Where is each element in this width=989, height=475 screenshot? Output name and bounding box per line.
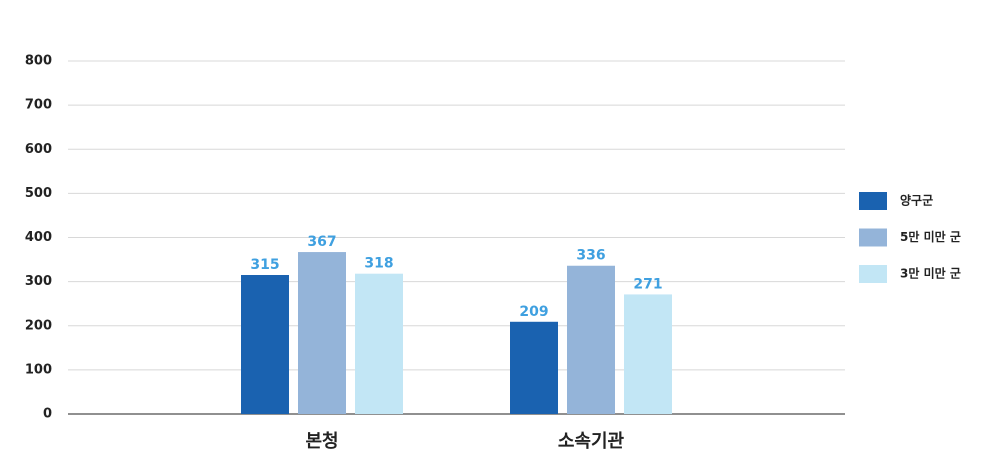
y-tick-label: 200 bbox=[25, 318, 52, 333]
legend-swatch bbox=[859, 228, 887, 247]
x-tick-label: 본청 bbox=[305, 431, 338, 452]
y-tick-label: 600 bbox=[25, 142, 52, 157]
bar bbox=[567, 265, 615, 414]
bar bbox=[624, 294, 672, 414]
bar bbox=[241, 275, 289, 414]
y-tick-label: 100 bbox=[25, 362, 52, 377]
value-label: 315 bbox=[250, 257, 279, 273]
y-tick-label: 800 bbox=[25, 54, 52, 69]
y-tick-label: 300 bbox=[25, 274, 52, 289]
value-label: 336 bbox=[576, 248, 605, 264]
value-label: 209 bbox=[519, 304, 548, 320]
value-label: 367 bbox=[307, 234, 336, 250]
y-tick-label: 500 bbox=[25, 186, 52, 201]
y-tick-label: 700 bbox=[25, 98, 52, 113]
x-tick-label: 소속기관 bbox=[558, 431, 625, 452]
legend-label: 3만 미만 군 bbox=[900, 266, 961, 281]
legend-label: 양구군 bbox=[900, 193, 933, 208]
value-label: 271 bbox=[633, 276, 662, 292]
y-tick-label: 400 bbox=[25, 230, 52, 245]
y-tick-label: 0 bbox=[43, 407, 52, 422]
bar bbox=[510, 321, 558, 414]
legend-swatch bbox=[859, 192, 887, 210]
value-label: 318 bbox=[364, 256, 393, 272]
legend-swatch bbox=[859, 265, 887, 283]
legend-label: 5만 미만 군 bbox=[900, 229, 961, 244]
bar bbox=[355, 273, 403, 414]
bar bbox=[298, 252, 346, 414]
